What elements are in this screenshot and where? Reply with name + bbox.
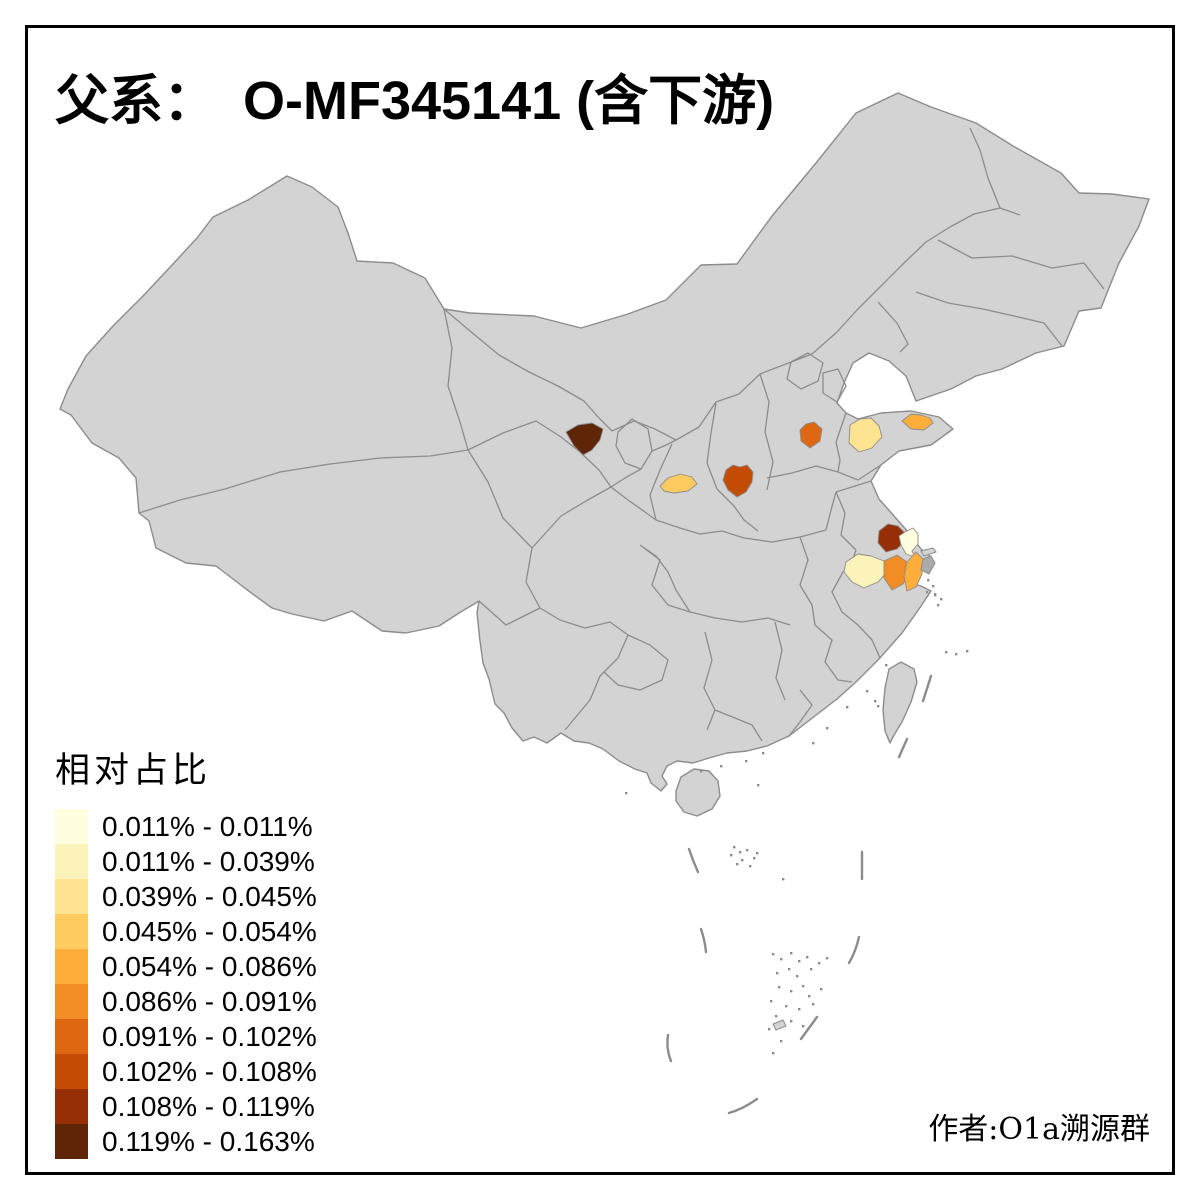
legend-label: 0.108% - 0.119% bbox=[102, 1091, 315, 1122]
legend-swatch bbox=[55, 949, 88, 984]
sliver-island bbox=[772, 1019, 787, 1031]
title-prefix: 父系： bbox=[55, 68, 217, 132]
province-borders bbox=[138, 127, 1105, 742]
map-region-9 bbox=[843, 553, 888, 589]
legend-rows: 0.011% - 0.011% 0.011% - 0.039% 0.039% -… bbox=[55, 809, 317, 1159]
map-region-8 bbox=[898, 527, 919, 558]
map-region-11 bbox=[903, 551, 924, 592]
map-title: 父系： O-MF345141 (含下游) bbox=[55, 56, 774, 135]
map-region-4 bbox=[799, 421, 823, 449]
map-base bbox=[59, 92, 1150, 817]
legend-item: 0.039% - 0.045% bbox=[55, 879, 317, 914]
taiwan-island-shape bbox=[882, 661, 918, 744]
legend-swatch bbox=[55, 1054, 88, 1089]
legend-swatch bbox=[55, 844, 88, 879]
legend-item: 0.108% - 0.119% bbox=[55, 1089, 317, 1124]
legend-label: 0.054% - 0.086% bbox=[102, 951, 317, 982]
legend-item: 0.054% - 0.086% bbox=[55, 949, 317, 984]
legend-label: 0.102% - 0.108% bbox=[102, 1056, 317, 1087]
legend-item: 0.045% - 0.054% bbox=[55, 914, 317, 949]
legend-label: 0.039% - 0.045% bbox=[102, 881, 317, 912]
legend-item: 0.102% - 0.108% bbox=[55, 1054, 317, 1089]
legend-item: 0.091% - 0.102% bbox=[55, 1019, 317, 1054]
author-credit: 作者:O1a溯源群 bbox=[928, 1112, 1150, 1147]
map-region-1 bbox=[565, 422, 604, 456]
chongming-sliver bbox=[920, 547, 937, 557]
shanghai-blob bbox=[920, 555, 936, 575]
colored-regions-group bbox=[565, 413, 934, 592]
legend: 相对占比 0.011% - 0.011% 0.011% - 0.039% 0.0… bbox=[55, 742, 317, 1159]
legend-label: 0.086% - 0.091% bbox=[102, 986, 317, 1017]
legend-item: 0.011% - 0.011% bbox=[55, 809, 317, 844]
title-haplogroup: O-MF345141 (含下游) bbox=[243, 71, 775, 131]
legend-label: 0.011% - 0.011% bbox=[102, 811, 313, 842]
legend-swatch bbox=[55, 914, 88, 949]
map-region-6 bbox=[901, 413, 934, 431]
legend-title: 相对占比 bbox=[55, 751, 212, 791]
legend-item: 0.086% - 0.091% bbox=[55, 984, 317, 1019]
legend-label: 0.091% - 0.102% bbox=[102, 1021, 317, 1052]
legend-item: 0.011% - 0.039% bbox=[55, 844, 317, 879]
legend-swatch bbox=[55, 1019, 88, 1054]
map-region-2 bbox=[659, 473, 698, 494]
legend-swatch bbox=[55, 809, 88, 844]
legend-item: 0.119% - 0.163% bbox=[55, 1124, 317, 1159]
map-region-3 bbox=[722, 464, 754, 498]
legend-swatch bbox=[55, 1124, 88, 1159]
hainan-island-shape bbox=[675, 768, 721, 817]
legend-swatch bbox=[55, 1089, 88, 1124]
legend-label: 0.119% - 0.163% bbox=[102, 1126, 315, 1157]
legend-label: 0.011% - 0.039% bbox=[102, 846, 315, 877]
legend-swatch bbox=[55, 879, 88, 914]
legend-swatch bbox=[55, 984, 88, 1019]
shanghai-cluster bbox=[920, 547, 937, 575]
map-region-5 bbox=[848, 417, 883, 453]
mainland-china-shape bbox=[59, 92, 1150, 792]
legend-label: 0.045% - 0.054% bbox=[102, 916, 317, 947]
nine-dash-line bbox=[666, 674, 933, 1115]
